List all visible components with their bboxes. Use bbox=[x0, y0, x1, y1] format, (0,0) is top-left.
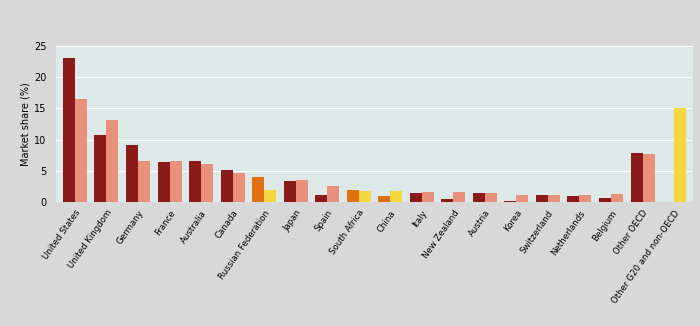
Bar bbox=[201, 164, 213, 202]
Bar bbox=[580, 195, 592, 202]
Bar bbox=[126, 144, 138, 202]
Bar bbox=[284, 182, 295, 202]
Bar bbox=[346, 190, 358, 202]
Bar bbox=[410, 193, 422, 202]
Bar bbox=[169, 161, 181, 202]
Bar bbox=[378, 196, 391, 202]
Bar bbox=[422, 192, 434, 202]
Bar bbox=[674, 108, 686, 202]
Bar bbox=[473, 193, 485, 202]
Bar bbox=[63, 58, 75, 202]
Bar bbox=[327, 186, 340, 202]
Bar bbox=[220, 170, 232, 202]
Bar bbox=[252, 177, 264, 202]
Bar bbox=[454, 192, 466, 202]
Bar bbox=[611, 194, 623, 202]
Bar bbox=[391, 191, 402, 202]
Bar bbox=[536, 195, 548, 202]
Bar bbox=[631, 153, 643, 202]
Bar bbox=[106, 120, 118, 202]
Bar bbox=[158, 162, 169, 202]
Y-axis label: Market share (%): Market share (%) bbox=[21, 82, 31, 166]
Bar bbox=[189, 161, 201, 202]
Bar bbox=[485, 193, 497, 202]
Bar bbox=[315, 195, 327, 202]
Bar bbox=[505, 201, 517, 202]
Bar bbox=[643, 154, 654, 202]
Bar bbox=[295, 180, 307, 202]
Bar bbox=[442, 199, 454, 202]
Bar bbox=[138, 161, 150, 202]
Bar bbox=[517, 195, 528, 202]
Bar bbox=[75, 99, 87, 202]
Bar bbox=[94, 135, 106, 202]
Bar bbox=[568, 196, 580, 202]
Bar bbox=[358, 191, 371, 202]
Bar bbox=[232, 173, 244, 202]
Bar bbox=[599, 198, 611, 202]
Bar bbox=[548, 195, 560, 202]
Bar bbox=[264, 190, 276, 202]
